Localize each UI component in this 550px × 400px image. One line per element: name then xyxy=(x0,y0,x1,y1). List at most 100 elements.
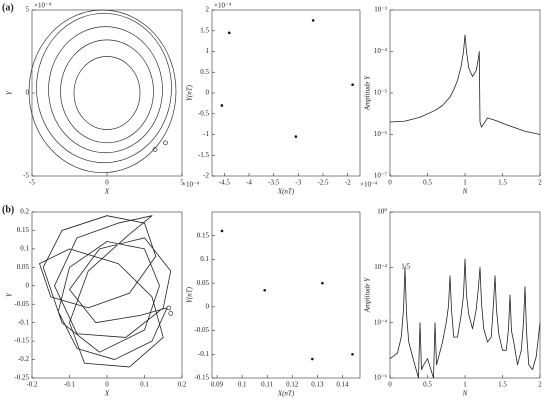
orbit-circle xyxy=(36,12,172,164)
y-tick-label: 1.5 xyxy=(200,26,209,34)
y-tick-label: 10⁻³ xyxy=(374,6,387,14)
y-tick-label: 0.05 xyxy=(17,263,30,271)
x-tick-label: -3 xyxy=(295,179,301,187)
panel-label: (a) xyxy=(2,2,14,13)
x-multiplier: ×10⁻⁴ xyxy=(360,181,378,189)
y-axis-label: Y(nT) xyxy=(186,286,194,303)
y-tick-label: -0.1 xyxy=(18,318,30,326)
x-tick-label: 0 xyxy=(388,179,392,187)
point xyxy=(321,281,324,285)
x-tick-label: 1 xyxy=(463,381,467,389)
orbit-circle xyxy=(60,39,154,144)
y-tick-label: 0.5 xyxy=(200,68,209,76)
point xyxy=(227,31,231,35)
x-tick-label: -0.2 xyxy=(26,381,38,389)
y-tick-label: 10⁻⁶ xyxy=(374,374,388,382)
y-tick-label: 0 xyxy=(206,89,210,97)
y-tick-label: 0 xyxy=(26,89,30,97)
y-tick-label: 10⁻⁴ xyxy=(374,318,388,326)
y-tick-label: -0.05 xyxy=(14,300,29,308)
y-tick-label: 10⁰ xyxy=(377,208,387,216)
x-axis-label: X xyxy=(104,188,110,196)
y-tick-label: 0 xyxy=(26,281,30,289)
point xyxy=(351,352,354,356)
y-tick-label: -0.05 xyxy=(194,326,209,334)
x-tick-label: -4 xyxy=(246,179,252,187)
y-tick-label: -0.5 xyxy=(198,109,210,117)
y-multiplier: ×10⁻⁴ xyxy=(214,2,232,10)
y-tick-label: 0.1 xyxy=(20,244,29,252)
y-tick-label: 0 xyxy=(206,302,210,310)
x-tick-label: 0.09 xyxy=(211,381,224,389)
y-tick-label: 10⁻⁵ xyxy=(374,89,388,97)
y-axis-label: Y xyxy=(6,292,14,297)
y-tick-label: -0.15 xyxy=(194,374,209,382)
marker xyxy=(163,140,168,146)
x-tick-label: -0.1 xyxy=(64,381,76,389)
x-tick-label: 0.1 xyxy=(140,381,149,389)
x-tick-label: 2 xyxy=(538,179,542,187)
y-tick-label: 1 xyxy=(206,47,210,55)
point xyxy=(311,19,315,22)
orbit-circle xyxy=(73,56,141,130)
x-tick-label: 0.5 xyxy=(423,381,432,389)
x-axis-label: X(nT) xyxy=(277,390,295,398)
y-axis-label: Amplitude Y xyxy=(364,75,372,112)
point xyxy=(263,288,266,292)
x-axis-label: N xyxy=(462,390,468,398)
x-tick-label: 0 xyxy=(105,179,109,187)
plot-frame xyxy=(211,211,361,379)
spectrum-line xyxy=(389,258,541,379)
marker xyxy=(166,305,172,311)
x-tick-label: 0.14 xyxy=(336,381,349,389)
y-axis-label: Y xyxy=(6,90,14,95)
y-tick-label: 10⁻² xyxy=(374,263,387,271)
y-tick-label: -0.25 xyxy=(14,374,29,382)
y-tick-label: -2 xyxy=(203,172,209,180)
plot-frame xyxy=(389,211,541,379)
y-multiplier: ×10⁻⁴ xyxy=(34,2,52,10)
x-multiplier: ×10⁻⁴ xyxy=(182,181,200,189)
y-tick-label: -0.1 xyxy=(198,350,210,358)
plot-frame xyxy=(31,9,183,177)
y-tick-label: 0.2 xyxy=(20,208,29,216)
x-axis-label: X xyxy=(104,390,110,398)
x-tick-label: -2 xyxy=(345,179,351,187)
y-axis-label: Amplitude Y xyxy=(364,277,372,314)
y-tick-label: 10⁻⁷ xyxy=(374,172,388,180)
plot-frame xyxy=(31,211,183,379)
y-tick-label: -1.5 xyxy=(198,151,210,159)
y-tick-label: 0.15 xyxy=(197,231,210,239)
x-tick-label: 0 xyxy=(388,381,392,389)
point xyxy=(294,135,298,138)
spectrum-line xyxy=(389,34,541,135)
marker xyxy=(168,311,174,316)
x-tick-label: 0.1 xyxy=(238,381,247,389)
x-tick-label: 0.2 xyxy=(178,381,187,389)
marker xyxy=(152,147,158,152)
x-tick-label: 0.5 xyxy=(423,179,432,187)
y-tick-label: -0.2 xyxy=(18,355,30,363)
point xyxy=(220,104,224,107)
y-tick-label: -1 xyxy=(203,130,209,138)
y-tick-label: 10⁻⁶ xyxy=(374,130,388,138)
x-tick-label: 0.11 xyxy=(261,381,273,389)
x-tick-label: 0.13 xyxy=(311,381,324,389)
x-tick-label: 1.5 xyxy=(498,381,507,389)
y-tick-label: 0.15 xyxy=(17,226,30,234)
x-tick-label: 0 xyxy=(105,381,109,389)
x-axis-label: N xyxy=(462,188,468,196)
annotation: 1/5 xyxy=(401,263,410,271)
orbit-circle xyxy=(28,9,177,174)
x-tick-label: -2.5 xyxy=(317,179,329,187)
point xyxy=(311,357,314,361)
x-tick-label: 1 xyxy=(463,179,467,187)
panel-label: (b) xyxy=(2,204,14,215)
x-tick-label: 1.5 xyxy=(498,179,507,187)
x-tick-label: 2 xyxy=(538,381,542,389)
y-tick-label: 0.1 xyxy=(200,255,209,263)
y-tick-label: -0.15 xyxy=(14,337,29,345)
x-axis-label: X(nT) xyxy=(277,188,295,196)
x-tick-label: 5 xyxy=(180,179,184,187)
